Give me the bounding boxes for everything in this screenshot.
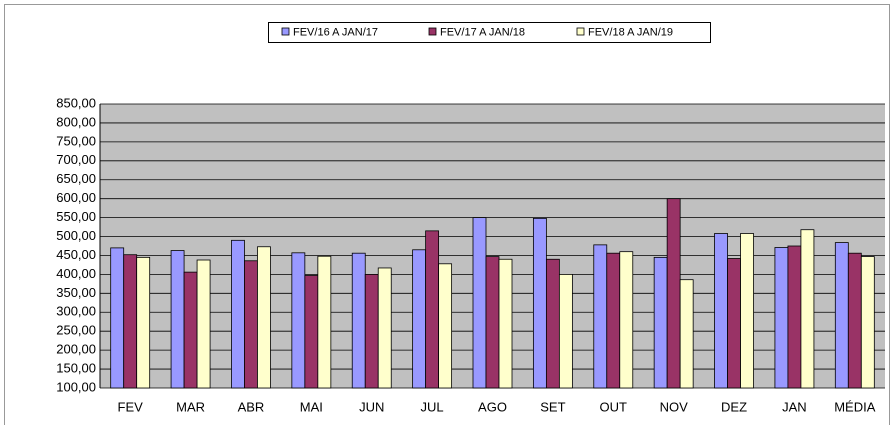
bar xyxy=(377,267,392,389)
bar xyxy=(834,242,849,389)
bar xyxy=(231,239,245,389)
y-tick-label: 100,00 xyxy=(56,379,96,394)
bar xyxy=(304,275,319,389)
bar xyxy=(472,217,487,389)
bar xyxy=(679,279,694,389)
legend-label: FEV/18 A JAN/19 xyxy=(588,26,673,38)
y-tick-label: 550,00 xyxy=(56,209,96,224)
x-tick-label: OUT xyxy=(600,399,628,414)
x-tick-label: MÉDIA xyxy=(834,399,876,414)
bar xyxy=(714,233,728,389)
bar xyxy=(291,252,306,389)
x-tick-label: MAI xyxy=(300,399,323,414)
y-tick-label: 600,00 xyxy=(56,190,96,205)
bar xyxy=(653,256,668,389)
legend-box xyxy=(268,22,711,43)
bar xyxy=(170,250,185,389)
y-tick-label: 400,00 xyxy=(56,266,96,281)
bar xyxy=(412,249,427,389)
x-tick-label: FEV xyxy=(118,399,144,414)
bar xyxy=(257,246,271,389)
bar xyxy=(787,245,802,389)
bar xyxy=(498,258,513,389)
bar xyxy=(425,230,440,389)
bar xyxy=(558,273,573,389)
bar xyxy=(593,244,608,389)
y-tick-label: 150,00 xyxy=(56,361,96,376)
bar xyxy=(666,198,681,389)
bar xyxy=(136,256,151,389)
y-tick-label: 500,00 xyxy=(56,228,96,243)
bar xyxy=(183,271,198,389)
y-tick-label: 650,00 xyxy=(56,171,96,186)
legend-swatch xyxy=(576,27,585,36)
legend-label: FEV/17 A JAN/18 xyxy=(440,26,525,38)
x-tick-label: DEZ xyxy=(721,399,747,414)
bar xyxy=(800,229,815,389)
y-tick-label: 450,00 xyxy=(56,247,96,262)
bar xyxy=(774,247,789,389)
y-tick-label: 300,00 xyxy=(56,304,96,319)
y-tick-label: 200,00 xyxy=(56,342,96,357)
bar xyxy=(364,273,379,389)
legend-swatch xyxy=(281,27,290,36)
bar xyxy=(485,256,500,389)
x-tick-label: JAN xyxy=(782,399,807,414)
y-tick-label: 750,00 xyxy=(56,133,96,148)
bar xyxy=(545,258,560,389)
bar xyxy=(860,256,875,389)
legend-label: FEV/16 A JAN/17 xyxy=(293,26,378,38)
bar xyxy=(244,260,258,389)
legend-swatch xyxy=(428,27,437,36)
y-tick-label: 850,00 xyxy=(56,95,96,110)
bar xyxy=(740,233,754,389)
x-tick-label: JUL xyxy=(421,399,444,414)
bar xyxy=(727,258,741,389)
bar xyxy=(123,254,138,389)
y-tick-label: 700,00 xyxy=(56,152,96,167)
y-tick-label: 800,00 xyxy=(56,114,96,129)
bar xyxy=(110,247,125,389)
y-tick-label: 250,00 xyxy=(56,323,96,338)
bar xyxy=(438,263,453,389)
x-tick-label: ABR xyxy=(238,399,265,414)
x-tick-label: SET xyxy=(540,399,565,414)
x-tick-label: AGO xyxy=(478,399,507,414)
bar xyxy=(196,259,211,389)
bar xyxy=(606,252,621,389)
bar xyxy=(847,252,862,389)
bar xyxy=(351,252,366,389)
x-tick-label: NOV xyxy=(660,399,689,414)
x-tick-label: MAR xyxy=(176,399,205,414)
bar xyxy=(317,255,332,389)
bar xyxy=(619,251,634,389)
x-tick-label: JUN xyxy=(359,399,384,414)
bar xyxy=(532,217,547,389)
y-tick-label: 350,00 xyxy=(56,285,96,300)
